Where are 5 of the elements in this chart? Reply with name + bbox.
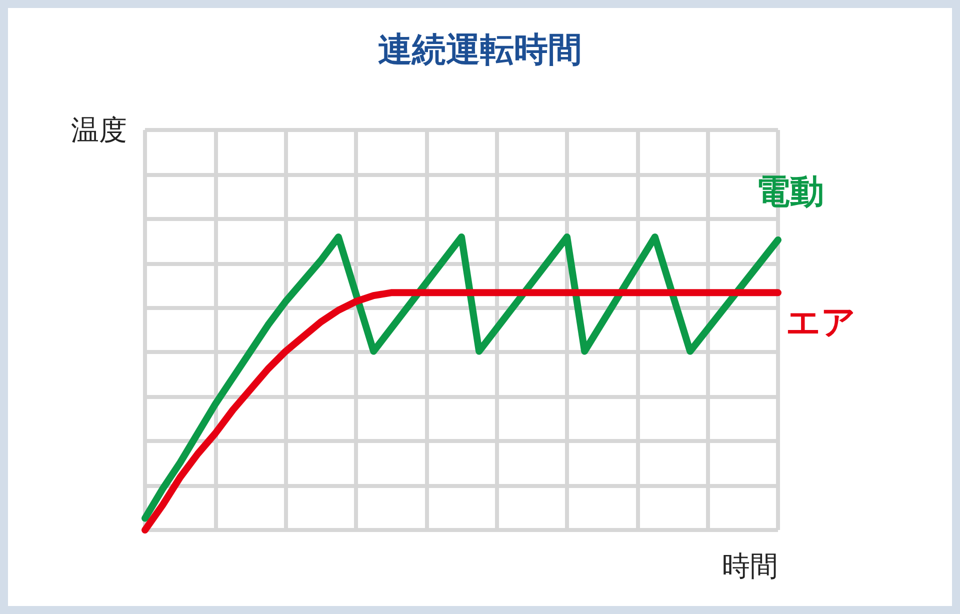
series-label: 電動 xyxy=(756,172,824,212)
y-axis-title: 温度 xyxy=(71,114,127,146)
x-axis-title: 時間 xyxy=(722,550,778,582)
chart-title: 連続運転時間 xyxy=(378,30,582,70)
series-label: エア xyxy=(786,302,856,343)
